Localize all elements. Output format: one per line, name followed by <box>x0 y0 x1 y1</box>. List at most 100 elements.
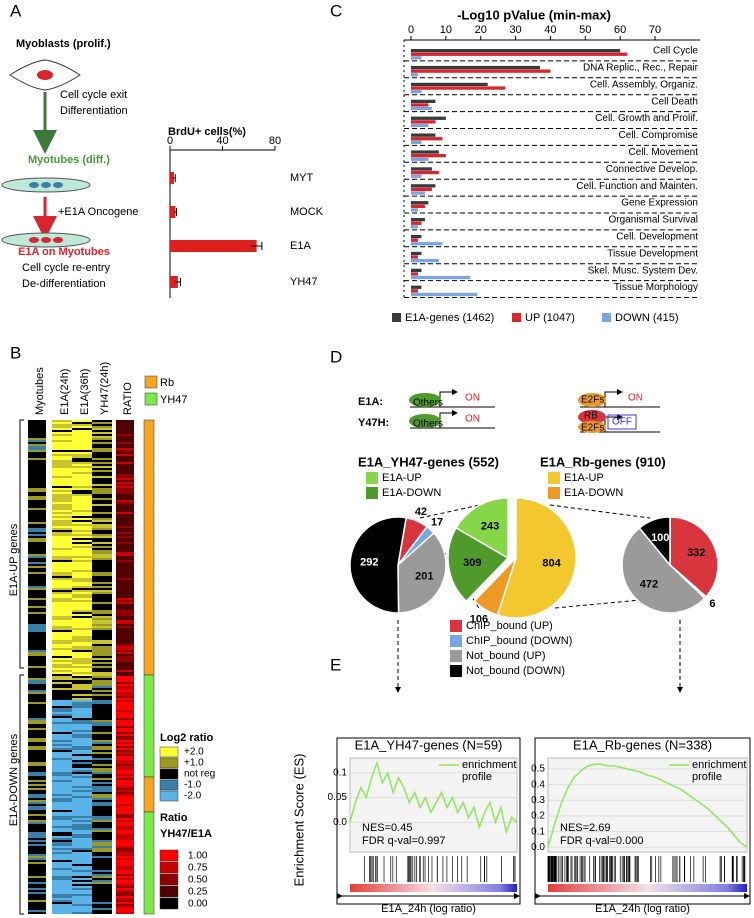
heatmap-cell <box>28 618 46 620</box>
bar <box>170 240 257 252</box>
heatmap-cell <box>116 594 134 596</box>
heatmap-cell <box>116 810 134 812</box>
heatmap-cell <box>28 542 46 544</box>
heatmap-cell <box>52 852 72 854</box>
heatmap-cell <box>52 726 72 728</box>
heatmap-cell <box>116 878 134 880</box>
heatmap-cell <box>92 554 112 556</box>
heatmap-cell <box>28 628 46 630</box>
heatmap-cell <box>28 748 46 750</box>
heatmap-cell <box>28 724 46 726</box>
heatmap-cell <box>116 784 134 786</box>
heatmap-cell <box>92 694 112 696</box>
heatmap-cell <box>72 738 92 740</box>
heatmap-cell <box>72 900 92 902</box>
bar <box>170 206 176 218</box>
heatmap-cell <box>116 498 134 500</box>
heatmap-cell <box>72 598 92 600</box>
heatmap-cell <box>92 864 112 866</box>
heatmap-cell <box>116 680 134 682</box>
heatmap-cell <box>52 466 72 468</box>
heatmap-cell <box>52 898 72 900</box>
heatmap-cell <box>28 672 46 674</box>
heatmap-cell <box>72 870 92 872</box>
legend-label: UP (1047) <box>525 312 575 324</box>
heatmap-cell <box>116 712 134 714</box>
bar <box>411 255 418 259</box>
heatmap-cell <box>28 686 46 688</box>
heatmap-cell <box>116 808 134 810</box>
heatmap-cell <box>92 484 112 486</box>
heatmap-cell <box>72 892 92 894</box>
heatmap-cell <box>52 648 72 650</box>
heatmap-cell <box>52 872 72 874</box>
heatmap-cell <box>52 424 72 426</box>
heatmap-cell <box>72 452 92 454</box>
diagram-text: RB <box>584 411 598 422</box>
heatmap-cell <box>28 640 46 642</box>
heatmap-cell <box>52 884 72 886</box>
value-label: 332 <box>687 547 705 559</box>
heatmap-cell <box>28 602 46 604</box>
heatmap-cell <box>28 532 46 534</box>
heatmap-cell <box>92 640 112 642</box>
heatmap-cell <box>52 816 72 818</box>
heatmap-cell <box>28 614 46 616</box>
bar <box>411 137 443 141</box>
heatmap-cell <box>116 774 134 776</box>
heatmap-cell <box>116 896 134 898</box>
heatmap-cell <box>116 766 134 768</box>
heatmap-cell <box>116 728 134 730</box>
heatmap-cell <box>92 892 112 894</box>
heatmap-cell <box>92 472 112 474</box>
heatmap-cell <box>28 470 46 472</box>
heatmap-cell <box>116 436 134 438</box>
heatmap-cell <box>52 696 72 698</box>
bar <box>411 140 422 144</box>
heatmap-cell <box>72 902 92 904</box>
heatmap-cell <box>28 506 46 508</box>
heatmap-cell <box>116 832 134 834</box>
heatmap-cell <box>52 516 72 518</box>
heatmap-cell <box>72 542 92 544</box>
heatmap-cell <box>52 824 72 826</box>
heatmap-cell <box>92 426 112 428</box>
heatmap-cell <box>52 840 72 842</box>
heatmap-cell <box>116 536 134 538</box>
heatmap-cell <box>28 802 46 804</box>
heatmap-cell <box>28 606 46 608</box>
annotation: NES=0.45 <box>362 822 412 834</box>
heatmap-cell <box>92 618 112 620</box>
heatmap-cell <box>92 616 112 618</box>
heatmap-cell <box>72 778 92 780</box>
heatmap-cell <box>116 448 134 450</box>
heatmap-cell <box>52 624 72 626</box>
heatmap-cell <box>92 904 112 906</box>
heatmap-cell <box>28 466 46 468</box>
heatmap-cell <box>116 818 134 820</box>
heatmap-cell <box>92 824 112 826</box>
heatmap-cell <box>92 742 112 744</box>
bar <box>411 154 446 158</box>
heatmap-cell <box>116 506 134 508</box>
bar <box>411 65 540 70</box>
x-axis-label: E1A_24h (log ratio) <box>381 903 476 915</box>
heatmap-cell <box>116 470 134 472</box>
heatmap-cell <box>52 762 72 764</box>
heatmap-cell <box>52 744 72 746</box>
error-bar <box>173 208 178 216</box>
heatmap-cell <box>52 590 72 592</box>
heatmap-cell <box>116 640 134 642</box>
heatmap-cell <box>72 750 92 752</box>
heatmap-cell <box>116 826 134 828</box>
heatmap-cell <box>92 428 112 430</box>
heatmap-cell <box>72 422 92 424</box>
heatmap-cell <box>116 542 134 544</box>
heatmap-cell <box>92 514 112 516</box>
heatmap-cell <box>72 630 92 632</box>
heatmap-cell <box>72 440 92 442</box>
heatmap-cell <box>92 528 112 530</box>
heatmap-cell <box>28 730 46 732</box>
heatmap-cell <box>72 446 92 448</box>
heatmap-cell <box>52 474 72 476</box>
